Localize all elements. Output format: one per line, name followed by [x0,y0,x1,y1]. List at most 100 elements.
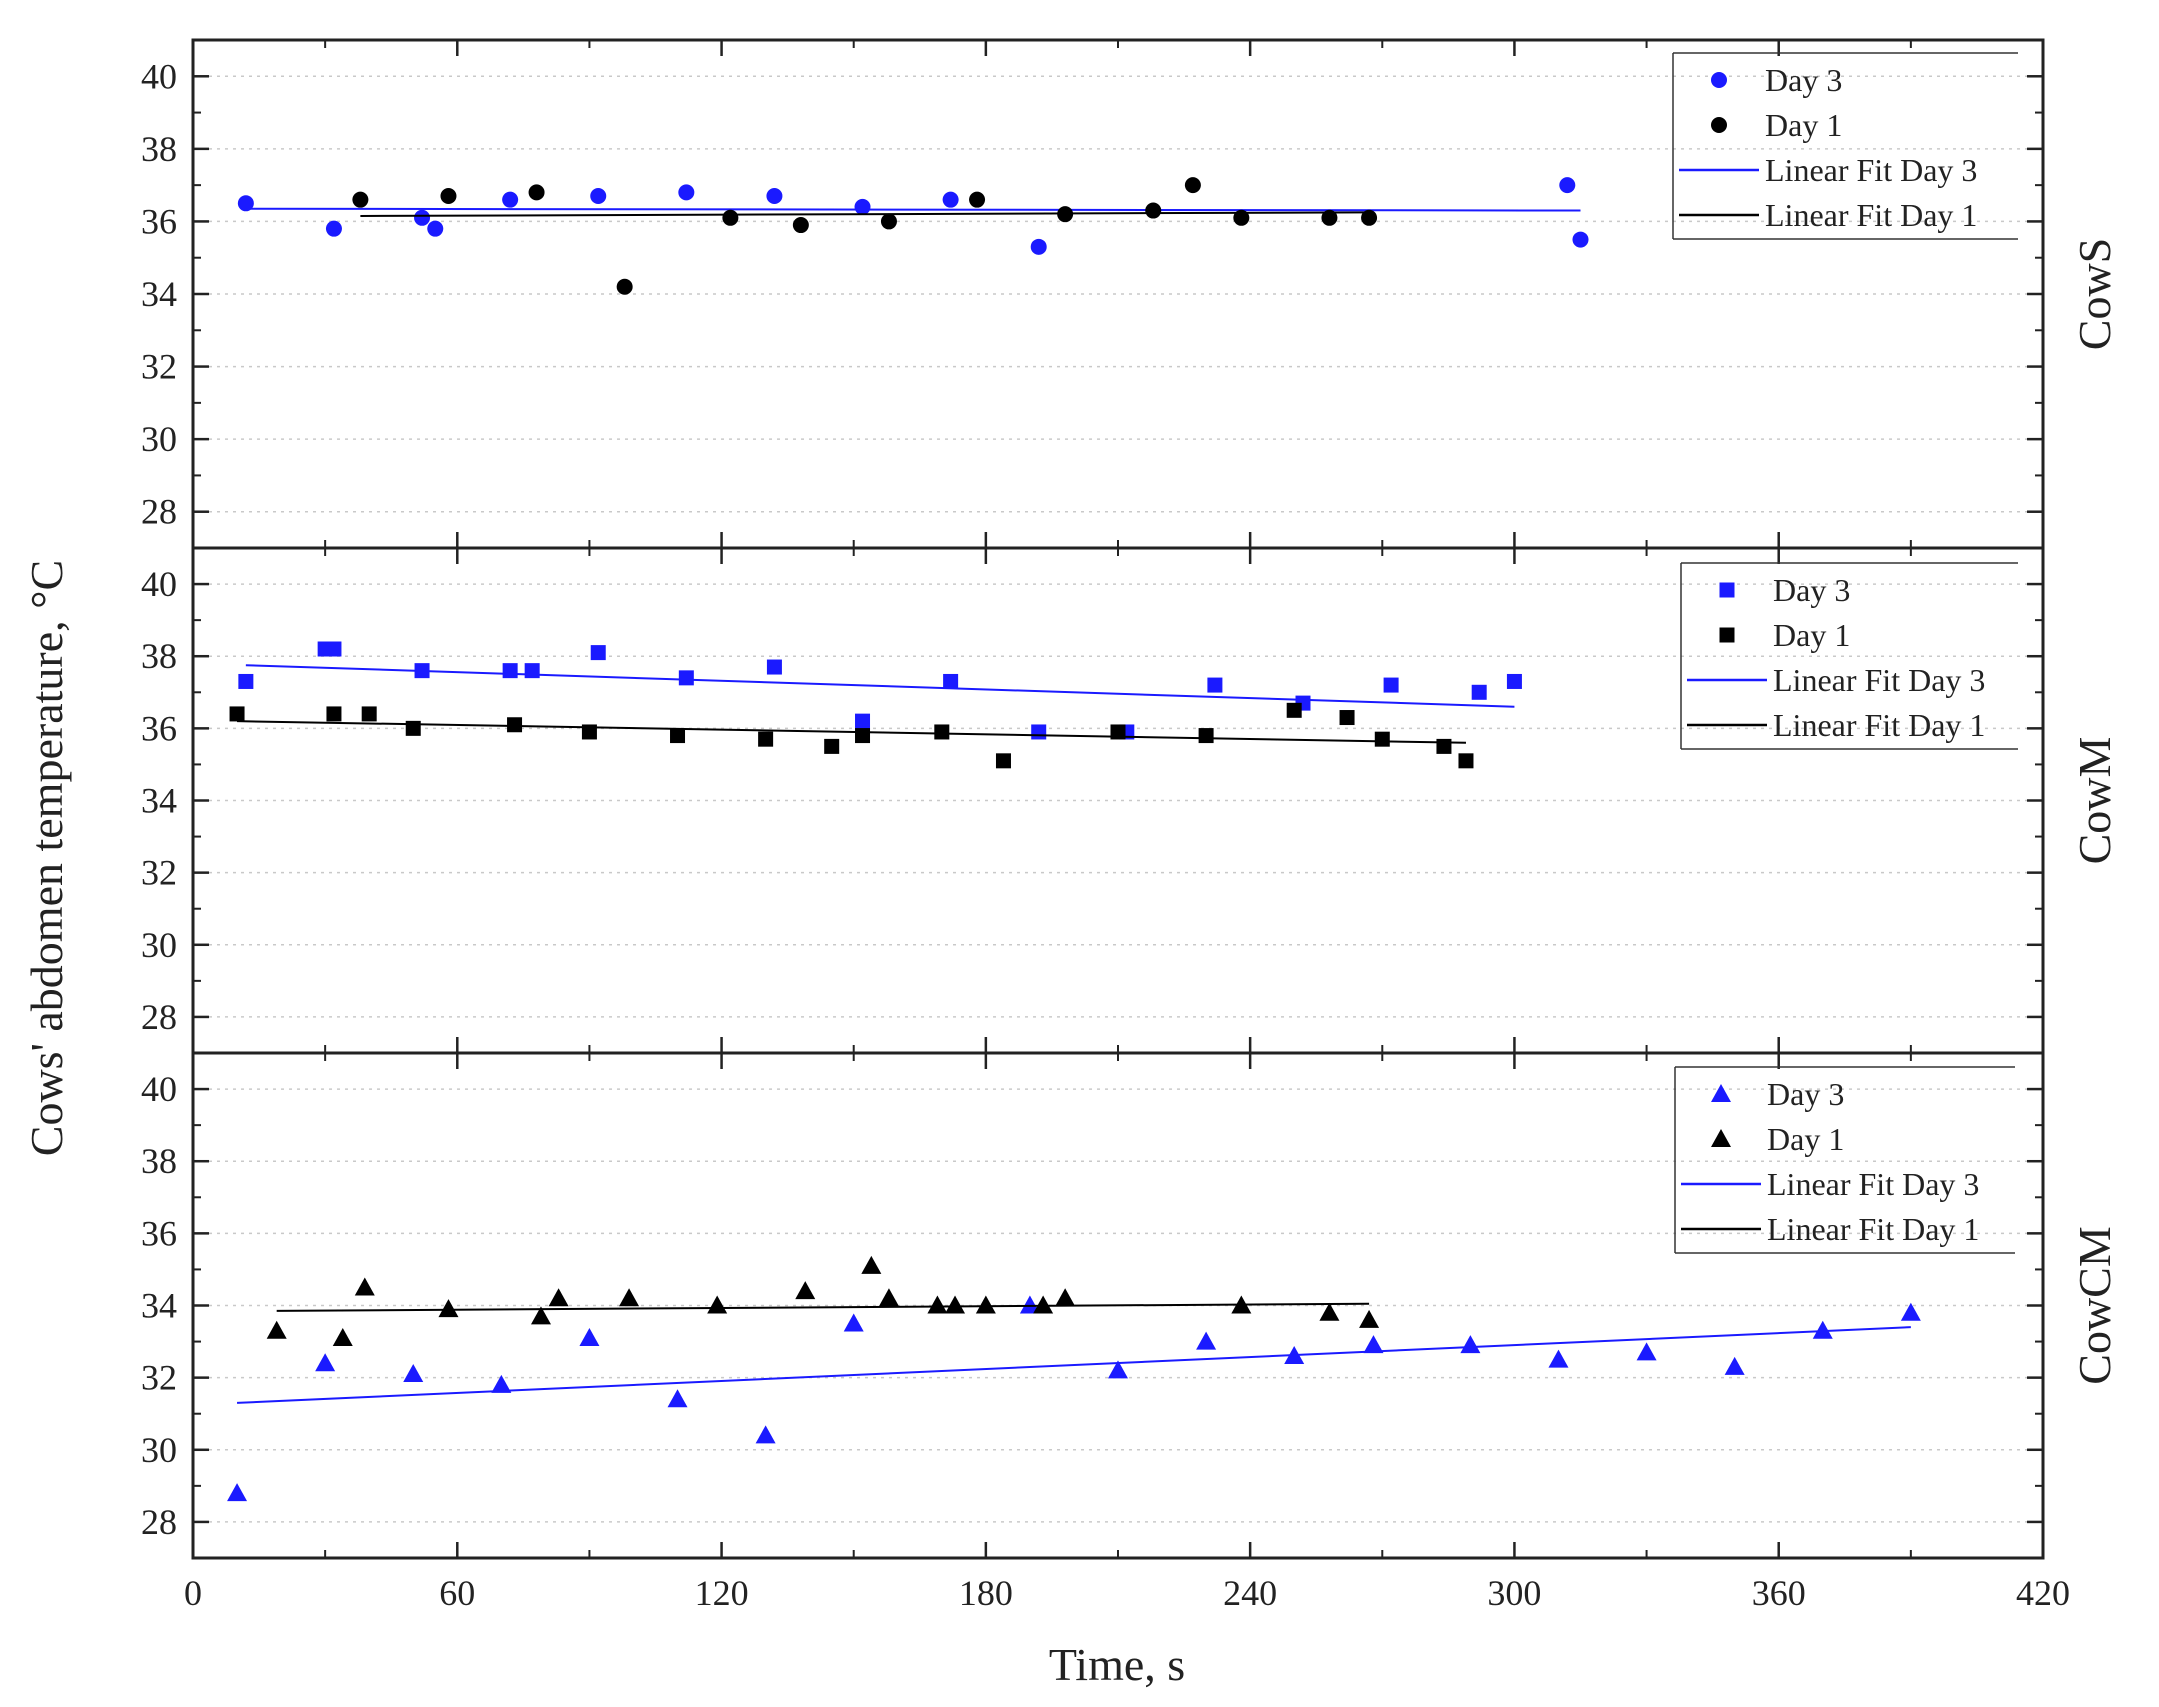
cows-day3-point [854,198,871,215]
cowm-day3-point [1471,684,1487,700]
cows-y-tick-label: 32 [141,347,177,387]
cowm-day3-point [502,663,518,679]
cowcm-day3-fit-line [237,1326,1911,1404]
cowcm-day3-point [1636,1342,1657,1361]
cows-day1-point [1233,209,1250,226]
cowcm-day1-point [927,1295,948,1314]
data-layer [227,177,1921,1502]
cowcm-day3-point [1900,1302,1921,1321]
cowcm-day1-point [438,1299,459,1318]
cows-day3-point [678,184,695,201]
cowm-day3-point [678,670,694,686]
cows-legend-entry: Day 1 [1765,107,1842,143]
cows-y-tick-label: 28 [141,492,177,532]
cowcm-day1-point [795,1281,816,1300]
cows-day1-point [440,188,457,205]
cowcm-day1-point [530,1306,551,1325]
cowcm-y-tick-label: 40 [141,1069,177,1109]
cowcm-day1-point [707,1295,728,1314]
cows-day3-point [1559,177,1576,194]
cowm-day1-point [670,728,686,744]
y-axis-title: Cows' abdomen temperature, °C [21,560,72,1156]
cowcm-day3-point [403,1364,424,1383]
cowcm-legend-marker [1711,1084,1731,1102]
x-tick-label: 180 [959,1573,1013,1613]
cowm-day1-fit-line [237,720,1466,744]
cowm-day3-point [1506,673,1522,689]
cowm-day3-point [590,645,606,661]
cowcm-day1-point [878,1288,899,1307]
cowcm-y-tick-label: 30 [141,1430,177,1470]
cowm-day3-point [238,673,254,689]
cowm-day1-point [405,720,421,736]
cows-day3-point [590,188,607,205]
cowm-day1-point [507,717,523,733]
cowcm-day3-point [1363,1335,1384,1354]
cows-y-tick-label: 30 [141,419,177,459]
cowcm-day3-point [1460,1335,1481,1354]
cowcm-day3-point [1196,1331,1217,1350]
cowm-day1-point [934,724,950,740]
x-tick-label: 120 [695,1573,749,1613]
cowcm-y-tick-label: 38 [141,1141,177,1181]
cowcm-y-tick-label: 34 [141,1286,177,1326]
cowm-legend-entry: Linear Fit Day 1 [1773,707,1985,743]
cowm-day3-point [414,663,430,679]
legend-layer: Day 3 Day 1 Linear Fit Day 3 Linear Fit Day… [1672,52,2018,1254]
cowm-day1-point [1198,728,1214,744]
cowcm-y-tick-label: 36 [141,1213,177,1253]
frame-layer: 28 30 32 34 36 38 40 CowS 28 30 32 34 36 38 40 CowM 28 30… [141,38,2120,1613]
cowcm-day1-point [1319,1302,1340,1321]
cowcm-day3-point [1284,1346,1305,1364]
cowm-day3-point [766,659,782,675]
cowcm-day3-point [491,1374,512,1393]
cowm-day3-fit-line [245,664,1515,708]
cows-day1-point [792,217,809,234]
cowcm-day3-point [1812,1320,1833,1339]
x-tick-label: 60 [439,1573,475,1613]
cows-day1-point [1145,202,1162,219]
cowm-y-tick-label: 38 [141,636,177,676]
cows-day1-point [969,191,986,208]
cowcm-day1-point [1055,1288,1076,1307]
cows-day1-point [352,191,369,208]
cowm-day1-point [1436,738,1452,754]
cows-y-tick-label: 38 [141,129,177,169]
x-tick-label: 420 [2016,1573,2070,1613]
cowm-day1-point [1286,702,1302,718]
cows-panel-label: CowS [2069,238,2120,350]
cowm-day3-point [326,641,342,657]
cowcm-day3-point [1548,1349,1569,1368]
cows-legend-marker [1711,72,1727,88]
cowcm-day1-point [266,1320,287,1339]
cowm-panel-frame [191,546,2045,1055]
cowcm-day3-point [579,1327,600,1346]
cows-day1-fit-line [360,211,1370,217]
cowm-legend-marker [1719,627,1735,643]
cowm-day3-point [943,673,959,689]
cowcm-day3-point [667,1389,688,1408]
cowm-day1-point [229,706,245,722]
cowm-day1-point [1374,731,1390,747]
cowm-day1-point [824,738,840,754]
cows-day1-point [1057,206,1074,223]
cowcm-day1-point [945,1295,966,1314]
cows-y-tick-label: 34 [141,274,177,314]
cowm-day1-point [361,706,377,722]
cowcm-day1-point [1359,1309,1380,1328]
cowcm-day3-point [227,1483,248,1502]
cowcm-legend-entry: Day 3 [1767,1076,1844,1112]
cowm-day3-point [855,713,871,729]
cowm-day1-point [1339,710,1355,726]
cowcm-day1-point [619,1288,640,1307]
cowm-day3-point [524,663,540,679]
cowm-day1-point [326,706,342,722]
x-tick-label: 360 [1752,1573,1806,1613]
cowm-legend-entry: Day 1 [1773,617,1850,653]
cows-legend-marker [1711,117,1727,133]
cowcm-legend-entry: Day 1 [1767,1121,1844,1157]
cowcm-day1-point [332,1327,353,1346]
cowcm-day3-point [1108,1360,1128,1379]
cowm-y-tick-label: 34 [141,781,177,821]
